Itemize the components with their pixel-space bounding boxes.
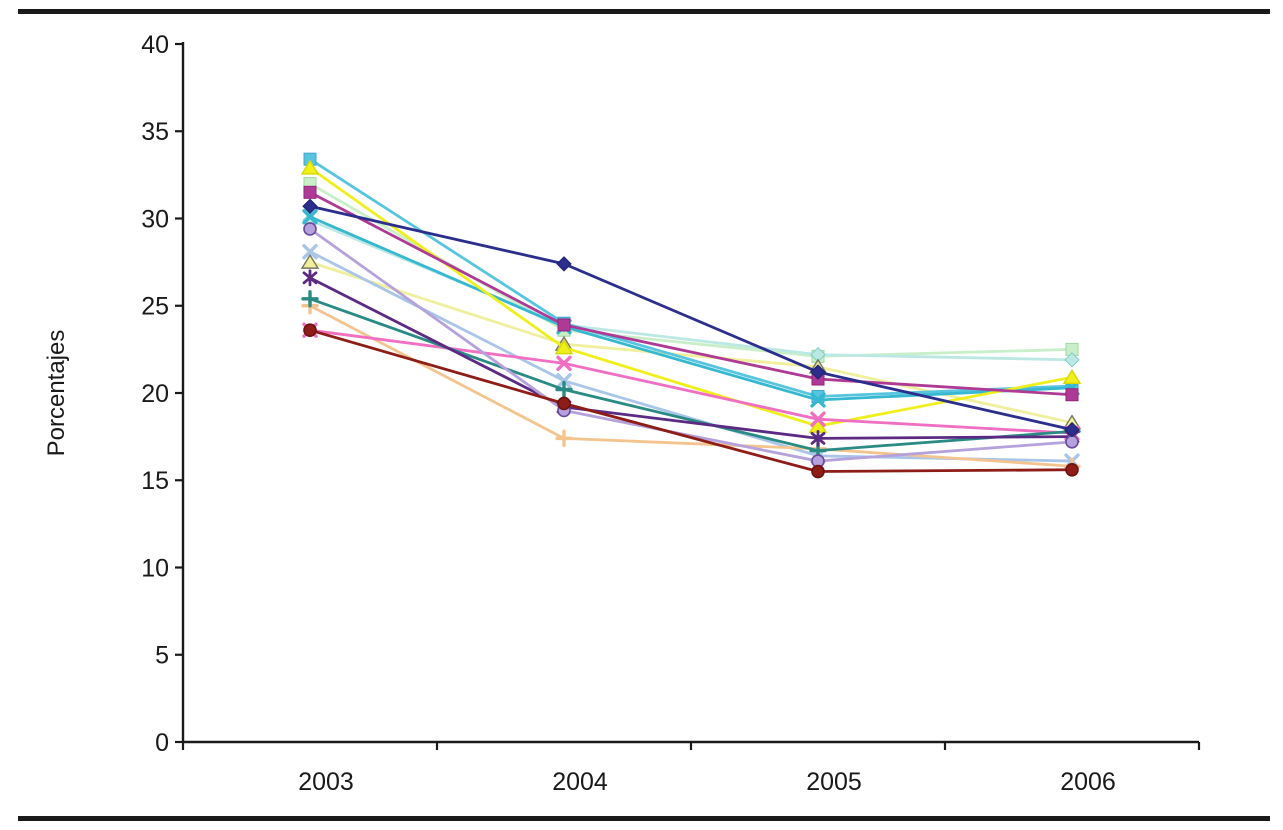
- marker-yellow-triangle: [1062, 368, 1082, 384]
- marker-magenta-square: [1065, 388, 1079, 402]
- series-line-teal-plus: [308, 297, 1074, 452]
- marker-dark-red-circle: [303, 323, 317, 337]
- marker-pale-yellow-triangle: [300, 253, 320, 269]
- y-tick-label: 5: [155, 642, 169, 670]
- marker-yellow-triangle: [554, 339, 574, 355]
- marker-dark-red-circle: [1065, 462, 1079, 477]
- series-line-tan-plus: [308, 304, 1074, 468]
- x-tick-label: 2005: [806, 768, 862, 796]
- marker-magenta-square: [557, 318, 571, 332]
- marker-purple-asterisk: [302, 269, 318, 287]
- y-axis-title: Porcentajes: [43, 330, 70, 457]
- marker-yellow-triangle: [300, 159, 320, 175]
- x-tick-label: 2006: [1060, 768, 1116, 796]
- bottom-frame-rule: [18, 816, 1270, 821]
- marker-tan-plus: [555, 429, 573, 448]
- marker-pink-x: [556, 355, 572, 372]
- marker-navy-diamond: [1064, 421, 1080, 438]
- marker-pale-cyan-diamond: [1064, 352, 1080, 368]
- marker-pink-x: [810, 411, 826, 427]
- marker-light-blue-x: [302, 243, 318, 260]
- x-tick-label: 2004: [552, 768, 608, 796]
- series-line-pale-green-square: [308, 182, 1074, 358]
- marker-navy-diamond: [302, 198, 318, 214]
- marker-cyan-x: [810, 392, 826, 408]
- series-line-pink-x: [308, 328, 1074, 435]
- series-line-lavender-circle: [308, 227, 1074, 463]
- y-tick-label: 35: [141, 118, 169, 146]
- marker-dark-red-circle: [811, 464, 825, 479]
- series-line-turquoise-square: [308, 157, 1074, 398]
- marker-magenta-square: [303, 185, 317, 199]
- series-line-purple-asterisk: [308, 276, 1074, 440]
- x-tick-label: 2003: [298, 768, 354, 796]
- series-line-cyan-x: [308, 215, 1074, 402]
- marker-light-blue-x: [556, 373, 572, 389]
- y-tick-label: 20: [141, 380, 169, 408]
- marker-navy-diamond: [556, 256, 572, 272]
- y-tick-label: 30: [141, 205, 169, 233]
- marker-dark-red-circle: [557, 396, 571, 411]
- marker-cyan-x: [302, 209, 318, 225]
- y-tick-label: 25: [141, 293, 169, 321]
- marker-lavender-circle: [303, 222, 317, 236]
- y-tick-label: 0: [155, 729, 169, 757]
- y-tick-label: 15: [141, 467, 169, 495]
- marker-teal-plus: [301, 290, 319, 308]
- series-line-magenta-square: [308, 190, 1074, 397]
- series-line-dark-red-circle: [308, 328, 1074, 473]
- marker-teal-plus: [555, 380, 573, 399]
- top-frame-rule: [18, 9, 1270, 14]
- y-tick-label: 10: [141, 554, 169, 582]
- y-tick-label: 40: [141, 31, 169, 59]
- marker-navy-diamond: [810, 364, 826, 380]
- marker-lavender-circle: [1065, 435, 1079, 449]
- marker-purple-asterisk: [810, 429, 826, 447]
- series-line-navy-diamond: [308, 204, 1074, 432]
